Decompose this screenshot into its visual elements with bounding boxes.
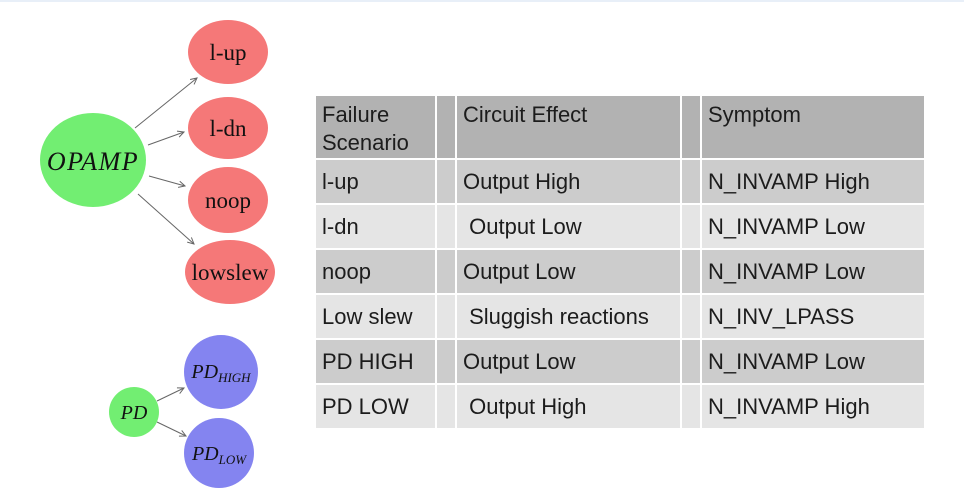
- cell-spacer: [437, 160, 455, 203]
- pdhigh-label-sub: HIGH: [217, 370, 251, 385]
- failure-scenario-table: Failure Scenario Circuit Effect Symptom …: [314, 94, 926, 430]
- pd-node-label: PD: [120, 402, 148, 424]
- cell-scenario: noop: [316, 250, 435, 293]
- cell-spacer: [682, 385, 700, 428]
- edge-opamp-ldn: [147, 130, 186, 146]
- cell-scenario: Low slew: [316, 295, 435, 338]
- header-symptom: Symptom: [702, 96, 924, 158]
- table-row: l-dn Output Low N_INVAMP Low: [316, 205, 924, 248]
- noop-node-label: noop: [205, 188, 251, 213]
- ldn-node: [188, 97, 268, 159]
- table-row: Low slew Sluggish reactions N_INV_LPASS: [316, 295, 924, 338]
- opamp-tree-edges: [134, 77, 198, 245]
- slide-top-edge: [0, 0, 964, 2]
- pdlow-label-base: PD: [191, 443, 219, 465]
- table-row: l-up Output High N_INVAMP High: [316, 160, 924, 203]
- cell-spacer: [682, 295, 700, 338]
- cell-spacer: [437, 295, 455, 338]
- header-spacer-1: [437, 96, 455, 158]
- lup-node-label: l-up: [209, 40, 246, 65]
- cell-scenario: PD HIGH: [316, 340, 435, 383]
- pdhigh-node-label: PDHIGH: [190, 361, 251, 385]
- cell-effect: Output Low: [457, 205, 680, 248]
- cell-spacer: [682, 205, 700, 248]
- cell-symptom: N_INVAMP High: [702, 160, 924, 203]
- edge-opamp-lup: [134, 77, 198, 129]
- cell-spacer: [682, 250, 700, 293]
- table-row: noop Output Low N_INVAMP Low: [316, 250, 924, 293]
- edge-opamp-noop: [148, 175, 187, 188]
- cell-effect: Output High: [457, 385, 680, 428]
- pdlow-node: [184, 418, 254, 488]
- pdlow-label-sub: LOW: [218, 452, 248, 467]
- cell-effect: Output Low: [457, 250, 680, 293]
- edge-pd-pdhigh: [156, 387, 185, 402]
- cell-effect: Output High: [457, 160, 680, 203]
- cell-scenario: l-dn: [316, 205, 435, 248]
- cell-symptom: N_INVAMP Low: [702, 340, 924, 383]
- cell-symptom: N_INVAMP High: [702, 385, 924, 428]
- lowslew-node-label: lowslew: [192, 260, 269, 285]
- opamp-node: [40, 113, 146, 207]
- pdlow-node-label: PDLOW: [191, 443, 247, 467]
- failure-mode-diagram: OPAMP l-up l-dn noop lowslew PD PDHIGH P…: [40, 20, 275, 488]
- cell-scenario: l-up: [316, 160, 435, 203]
- header-spacer-2: [682, 96, 700, 158]
- table-row: PD LOW Output High N_INVAMP High: [316, 385, 924, 428]
- edge-opamp-lowslew: [137, 193, 195, 245]
- pd-node: [109, 387, 159, 437]
- cell-spacer: [437, 385, 455, 428]
- lowslew-node: [185, 240, 275, 304]
- header-failure-scenario: Failure Scenario: [316, 96, 435, 158]
- cell-effect: Sluggish reactions: [457, 295, 680, 338]
- cell-symptom: N_INVAMP Low: [702, 205, 924, 248]
- pd-tree-edges: [156, 387, 187, 437]
- cell-spacer: [682, 160, 700, 203]
- lup-node: [188, 20, 268, 84]
- table-row: PD HIGH Output Low N_INVAMP Low: [316, 340, 924, 383]
- opamp-node-label: OPAMP: [47, 147, 139, 176]
- cell-spacer: [682, 340, 700, 383]
- ldn-node-label: l-dn: [209, 116, 247, 141]
- cell-spacer: [437, 205, 455, 248]
- cell-symptom: N_INVAMP Low: [702, 250, 924, 293]
- cell-scenario: PD LOW: [316, 385, 435, 428]
- edge-pd-pdlow: [156, 421, 187, 437]
- noop-node: [188, 167, 268, 233]
- cell-spacer: [437, 250, 455, 293]
- cell-spacer: [437, 340, 455, 383]
- header-circuit-effect: Circuit Effect: [457, 96, 680, 158]
- cell-effect: Output Low: [457, 340, 680, 383]
- cell-symptom: N_INV_LPASS: [702, 295, 924, 338]
- pdhigh-node: [184, 335, 258, 409]
- pdhigh-label-base: PD: [190, 361, 218, 383]
- table-header-row: Failure Scenario Circuit Effect Symptom: [316, 96, 924, 158]
